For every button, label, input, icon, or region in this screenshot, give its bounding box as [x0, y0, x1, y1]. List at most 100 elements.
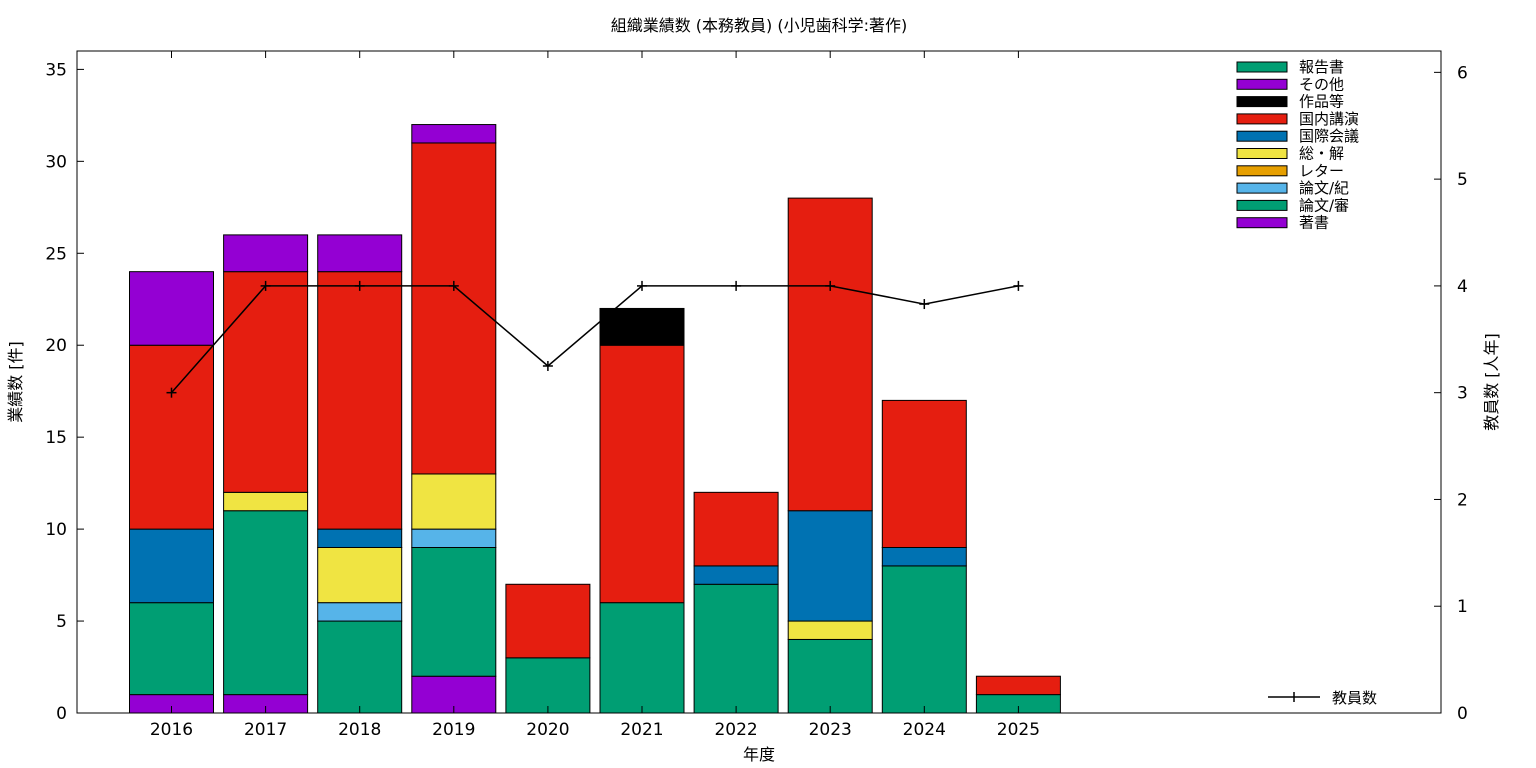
- bar-2018-series-4: [317, 547, 403, 604]
- legend-label: 作品等: [1299, 93, 1344, 111]
- bar-2023-series-1: [787, 638, 873, 714]
- bar-2019-series-2: [411, 528, 497, 548]
- bar-2016-series-5: [129, 528, 214, 604]
- bar-2021-series-6: [599, 344, 685, 604]
- bar-2022-series-1: [693, 583, 779, 714]
- legend-label: 国内講演: [1299, 110, 1359, 128]
- faculty-point-2020: [542, 360, 553, 371]
- legend-swatch: [1236, 61, 1288, 73]
- bar-2018-series-6: [317, 271, 403, 530]
- bar-2023-series-6: [787, 197, 873, 512]
- plot-frame: [76, 50, 1442, 714]
- x-tick-label: 2017: [244, 720, 287, 740]
- bar-2017-series-8: [223, 234, 309, 273]
- faculty-point-2023: [825, 280, 836, 291]
- x-tick-label: 2024: [903, 720, 946, 740]
- legend-swatch: [1236, 113, 1288, 125]
- line-legend: 教員数: [1268, 689, 1377, 707]
- x-tick-label: 2022: [714, 720, 757, 740]
- y-tick-label: 20: [45, 336, 67, 356]
- bar-2019-series-8: [411, 124, 497, 144]
- legend-entry: 国際会議: [1236, 127, 1359, 145]
- y2-tick-label: 4: [1457, 277, 1468, 297]
- bar-2016-series-8: [129, 271, 214, 346]
- legend-label: レター: [1299, 162, 1344, 180]
- y2-tick-label: 3: [1457, 384, 1468, 404]
- bar-2022-series-6: [693, 491, 779, 567]
- y-tick-label: 25: [45, 244, 67, 264]
- x-tick-label: 2019: [432, 720, 475, 740]
- y-tick-label: 35: [45, 60, 67, 80]
- bar-2020-series-1: [505, 657, 591, 714]
- y2-axis-title: 教員数 [人年]: [1482, 333, 1501, 431]
- y-axis: 0 5 10 15 20 25 30 35: [45, 60, 84, 724]
- faculty-line-layer: [166, 280, 1024, 398]
- chart-title: 組織業績数 (本務教員) (小児歯科学:著作): [611, 16, 908, 35]
- legend-entry: 論文/紀: [1236, 179, 1349, 197]
- legend-label: 著書: [1299, 214, 1329, 232]
- legend-entry: 国内講演: [1236, 110, 1359, 128]
- x-tick-label: 2025: [997, 720, 1040, 740]
- bar-2017-series-4: [223, 491, 309, 512]
- legend-swatch: [1236, 217, 1288, 229]
- x-tick-label: 2021: [620, 720, 663, 740]
- bar-2018-series-1: [317, 620, 403, 714]
- faculty-point-2024: [919, 299, 930, 310]
- legend-label: 報告書: [1299, 58, 1344, 76]
- faculty-point-2021: [637, 280, 647, 291]
- y2-tick-label: 1: [1457, 597, 1468, 617]
- bar-2024-series-5: [881, 547, 967, 567]
- faculty-point-2018: [354, 280, 365, 291]
- legend-label: 国際会議: [1299, 127, 1359, 145]
- y-tick-label: 10: [45, 520, 67, 540]
- bar-2020-series-6: [505, 583, 591, 659]
- bar-2021-series-7: [599, 307, 685, 346]
- y2-tick-label: 6: [1457, 63, 1468, 83]
- faculty-point-2016: [166, 387, 177, 398]
- bar-2016-series-6: [129, 344, 214, 530]
- y2-axis: 0 1 2 3 4 5 6: [1434, 63, 1468, 724]
- legend-label: 論文/紀: [1299, 179, 1349, 197]
- x-axis-title: 年度: [743, 745, 775, 764]
- bars-layer: [129, 124, 1061, 714]
- legend-swatch: [1236, 78, 1288, 90]
- bar-2018-series-8: [317, 234, 403, 273]
- faculty-line: [170, 285, 1019, 394]
- legend-entry: 報告書: [1236, 58, 1344, 76]
- legend-label: 総・解: [1299, 145, 1344, 163]
- bar-2021-series-1: [599, 602, 685, 714]
- x-tick-label: 2020: [526, 720, 569, 740]
- legend-swatch: [1236, 165, 1288, 177]
- legend-swatch: [1236, 96, 1288, 108]
- bar-2024-series-1: [881, 565, 967, 714]
- legend-swatch: [1236, 148, 1288, 159]
- y2-tick-label: 0: [1457, 704, 1468, 724]
- y2-tick-label: 2: [1457, 490, 1468, 510]
- bar-2024-series-6: [881, 399, 967, 548]
- legend-label: 論文/審: [1299, 196, 1349, 214]
- y-tick-label: 15: [45, 428, 67, 448]
- bar-2018-series-5: [317, 528, 403, 548]
- y-tick-label: 0: [56, 704, 67, 724]
- legend-entry: その他: [1236, 75, 1344, 93]
- bar-2023-series-4: [787, 620, 873, 640]
- bar-2016-series-1: [129, 602, 214, 696]
- x-tick-label: 2016: [150, 720, 193, 740]
- legend-swatch: [1236, 182, 1288, 194]
- legend-swatch: [1236, 199, 1288, 211]
- y-tick-label: 30: [45, 152, 67, 172]
- y2-tick-label: 5: [1457, 170, 1468, 190]
- bar-2019-series-6: [411, 142, 497, 475]
- x-axis: 2016 2017 2018 2019 2020 2021 2022 2023 2024 2025: [150, 51, 1040, 740]
- bar-2019-series-1: [411, 547, 497, 677]
- faculty-point-2025: [1013, 280, 1024, 291]
- legend-entry: 論文/審: [1236, 196, 1349, 214]
- legend-entry: 総・解: [1236, 145, 1344, 163]
- legend-entry: 作品等: [1236, 93, 1344, 111]
- bar-2017-series-6: [223, 271, 309, 493]
- x-tick-label: 2018: [338, 720, 381, 740]
- legend-entry: 著書: [1236, 214, 1329, 232]
- legend-label: その他: [1299, 75, 1344, 93]
